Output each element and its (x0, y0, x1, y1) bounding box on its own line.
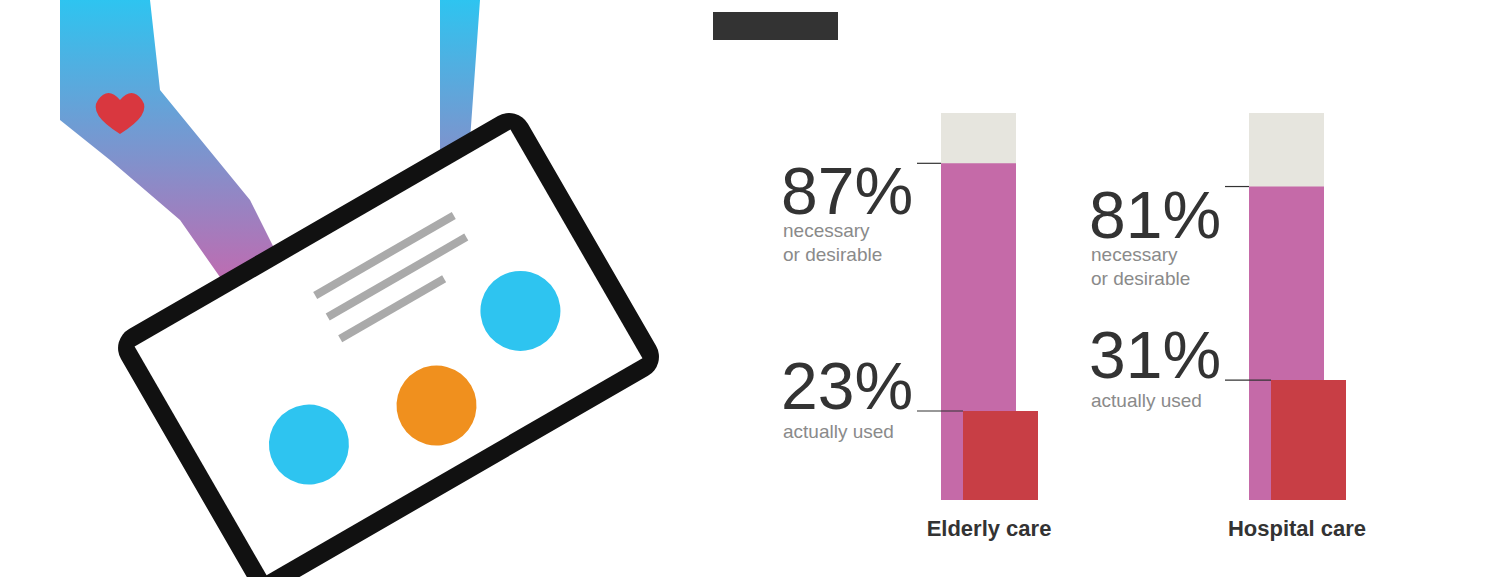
svg-text:23%: 23% (781, 349, 913, 423)
svg-text:or desirable: or desirable (1091, 268, 1190, 289)
svg-text:necessary: necessary (783, 220, 870, 241)
svg-text:87%: 87% (781, 154, 913, 228)
svg-text:actually used: actually used (783, 421, 894, 442)
svg-text:or desirable: or desirable (783, 244, 882, 265)
svg-text:actually used: actually used (1091, 390, 1202, 411)
svg-text:81%: 81% (1089, 178, 1221, 252)
svg-text:31%: 31% (1089, 318, 1221, 392)
svg-text:Elderly care: Elderly care (927, 516, 1052, 541)
svg-text:Hospital care: Hospital care (1228, 516, 1366, 541)
svg-text:necessary: necessary (1091, 244, 1178, 265)
